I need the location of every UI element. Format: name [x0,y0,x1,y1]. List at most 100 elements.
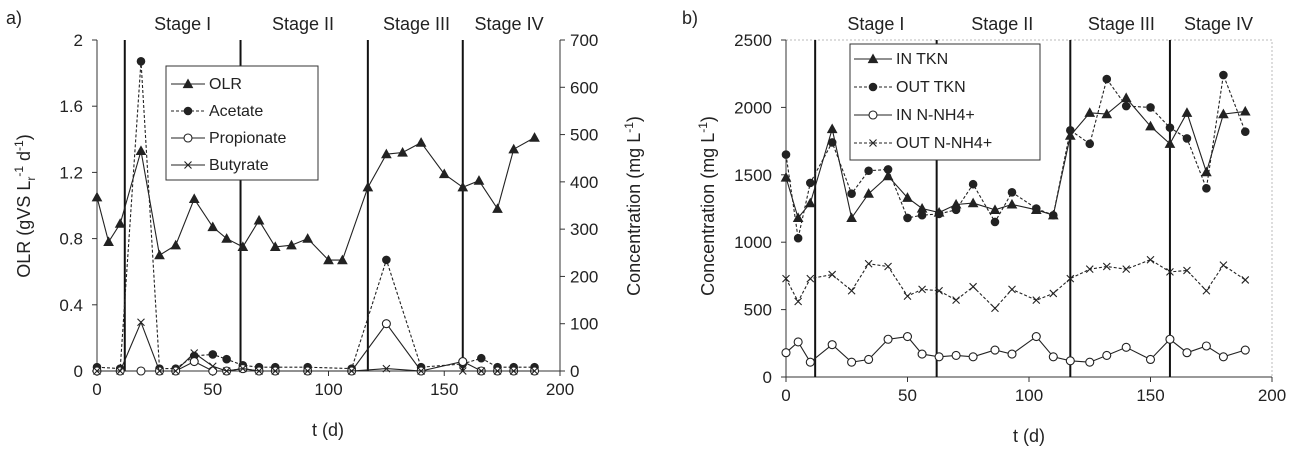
panel-a-series-line-olr [96,137,535,261]
panel-b-point-in-n-nh4 [883,334,893,344]
panel-a-point-butyrate [155,367,164,375]
panel-b-label: b) [682,8,698,28]
panel-b-point-out-tkn [781,150,791,159]
panel-b-point-out-n-nh4 [969,282,977,291]
panel-b-series-line-out-tkn [785,72,1246,239]
panel-b-point-out-n-nh4 [1183,266,1191,275]
panel-b-point-out-tkn [951,205,961,215]
panel-a-point-olr [253,214,265,225]
panel-b-point-out-n-nh4 [991,304,999,313]
panel-b-point-out-n-nh4 [1219,261,1228,270]
panel-b-point-out-tkn [903,213,912,223]
panel-b-legend-label: IN TKN [896,51,948,68]
panel-a-x-tick-label: 150 [430,380,458,399]
panel-b-point-out-n-nh4 [782,274,790,283]
panel-a-point-propionate [189,356,199,367]
panel-b-legend-marker [867,53,879,64]
panel-b-y-axis-title: Concentration (mg L-1) [696,116,718,296]
panel-a-legend-entry-acetate: Acetate [171,103,263,120]
panel-a-point-olr [457,181,469,192]
panel-a-point-olr [91,191,103,202]
panel-b-point-in-n-nh4 [1031,332,1041,342]
panel-b-point-out-tkn [1066,126,1075,135]
panel-b-point-in-tkn [804,197,816,208]
panel-b-legend-marker [869,139,877,147]
panel-b-point-in-n-nh4 [990,345,1000,355]
panel-b-point-out-tkn [883,165,893,174]
panel-a-x-tick-label: 50 [203,380,222,399]
panel-b-x-tick-label: 150 [1136,386,1164,405]
panel-b-point-out-n-nh4 [935,286,943,295]
panel-b-point-out-n-nh4 [1146,255,1155,264]
panel-b-point-out-tkn [934,209,944,219]
panel-b-x-axis-title: t (d) [1013,426,1045,446]
panel-b-series-line-out-n-nh4 [785,259,1246,310]
panel-b-point-out-tkn [968,179,978,189]
panel-a-point-olr [302,233,314,243]
panel-b-point-out-n-nh4 [1008,285,1016,294]
panel-b-point-out-n-nh4 [1085,265,1094,274]
panel-a-point-butyrate [303,367,312,375]
panel-a-y-tick-label: 0.8 [59,230,83,249]
panel-b-point-in-tkn [916,202,928,213]
panel-b-stage-label-stage-iii: Stage III [1088,14,1155,34]
panel-a-point-butyrate [222,367,231,375]
panel-b-point-out-tkn [793,233,803,243]
panel-b-point-out-tkn [1219,70,1228,80]
panel-b-point-out-n-nh4 [1032,296,1041,305]
panel-b-point-out-tkn [1007,188,1017,197]
panel-a-point-butyrate [116,367,125,375]
panel-a-point-acetate [382,255,391,265]
panel-b-point-in-tkn [902,192,913,202]
panel-a-point-olr [237,241,249,251]
panel-a-point-propionate [458,356,468,367]
panel-b-point-out-n-nh4 [864,259,873,268]
panel-b-point-in-n-nh4 [1048,352,1058,362]
panel-b-y-tick-label: 500 [744,301,772,320]
panel-b-point-in-n-nh4 [1201,341,1211,351]
panel-a-series-propionate [92,319,540,376]
panel-b-point-in-n-nh4 [793,337,803,347]
panel-a-point-butyrate [93,367,101,375]
panel-a-legend-marker [183,133,193,143]
panel-b-point-in-tkn [1201,166,1212,177]
panel-a-point-olr [381,148,392,159]
panel-b-point-in-n-nh4 [1085,357,1095,367]
panel-a-point-butyrate [171,367,180,375]
panel-b-y-tick-label: 1500 [734,166,772,185]
panel-b-point-in-n-nh4 [1182,348,1192,358]
panel-b-point-in-n-nh4 [1065,356,1075,366]
panel-b-point-out-tkn [806,178,815,188]
panel-b-legend-marker [868,82,878,92]
panel-a-legend-label: Acetate [209,103,263,120]
panel-a-x-tick-label: 200 [546,380,574,399]
panel-b-point-out-tkn [1121,101,1131,111]
panel-a-point-olr [337,254,348,265]
panel-a-y-tick-label: 0 [74,362,83,381]
panel-a-point-acetate [222,354,231,364]
panel-a-stage-label-stage-ii: Stage II [272,14,334,34]
panel-b-point-in-tkn [1084,107,1096,117]
panel-b-point-out-n-nh4 [847,286,856,295]
panel-b-y-tick-label: 2000 [734,98,772,117]
panel-b-point-in-tkn [1145,120,1156,131]
panel-a-point-olr [323,254,334,265]
panel-a-point-acetate [208,350,218,359]
panel-b-point-in-tkn [1181,107,1193,117]
panel-b-series-line-in-tkn [785,97,1246,220]
panel-b-series-in-n-nh4 [781,332,1250,367]
panel-a-point-olr [154,249,165,260]
panel-b-legend-box [849,43,1041,161]
panel-b-point-out-n-nh4 [1066,274,1075,283]
panel-a-y-axis-title: OLR (gVS Lr-1 d-1) [12,134,38,277]
panel-b-point-out-n-nh4 [806,274,815,283]
panel-b-y-tick-label: 0 [763,368,772,387]
panel-a-y-tick-label: 1.2 [59,163,83,182]
panel-b-point-in-n-nh4 [1165,334,1175,344]
panel-b-point-out-tkn [1165,123,1175,132]
panel-b-x-tick-label: 100 [1015,386,1043,405]
panel-a-point-olr [508,143,520,154]
panel-a-point-butyrate [255,367,263,375]
panel-b-x-tick-label: 200 [1258,386,1286,405]
